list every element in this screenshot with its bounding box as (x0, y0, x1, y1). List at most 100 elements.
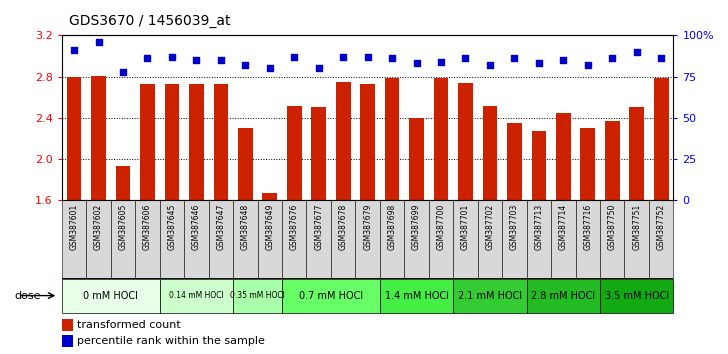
Text: GSM387714: GSM387714 (559, 204, 568, 250)
Text: dose: dose (15, 291, 41, 301)
FancyBboxPatch shape (87, 200, 111, 278)
Bar (189, 84, 204, 200)
FancyBboxPatch shape (380, 200, 404, 278)
Text: 3.5 mM HOCl: 3.5 mM HOCl (605, 291, 669, 301)
FancyBboxPatch shape (380, 279, 454, 313)
FancyBboxPatch shape (184, 200, 209, 278)
Text: 2.1 mM HOCl: 2.1 mM HOCl (458, 291, 522, 301)
Bar (62, 335, 73, 347)
Bar (312, 107, 326, 200)
Bar (483, 107, 497, 200)
Bar (263, 193, 277, 200)
Text: GSM387649: GSM387649 (265, 204, 274, 250)
Text: GSM387606: GSM387606 (143, 204, 152, 250)
Bar (141, 84, 155, 200)
Point (313, 65, 325, 71)
Text: 2.8 mM HOCl: 2.8 mM HOCl (531, 291, 596, 301)
Bar (654, 78, 668, 200)
Text: GSM387752: GSM387752 (657, 204, 665, 250)
Point (337, 54, 349, 59)
Point (240, 62, 251, 68)
Text: GSM387679: GSM387679 (363, 204, 372, 250)
Text: 1.4 mM HOCl: 1.4 mM HOCl (384, 291, 448, 301)
FancyBboxPatch shape (454, 279, 526, 313)
Bar (287, 107, 301, 200)
Text: 0.14 mM HOCl: 0.14 mM HOCl (169, 291, 223, 300)
Bar (630, 107, 644, 200)
FancyBboxPatch shape (551, 200, 576, 278)
Text: GSM387700: GSM387700 (437, 204, 446, 250)
Bar (62, 319, 73, 331)
Bar (434, 78, 448, 200)
FancyBboxPatch shape (159, 279, 233, 313)
Point (215, 57, 226, 63)
Text: GSM387601: GSM387601 (70, 204, 79, 250)
Text: 0 mM HOCl: 0 mM HOCl (84, 291, 138, 301)
Point (484, 62, 496, 68)
Text: GSM387647: GSM387647 (216, 204, 226, 250)
FancyBboxPatch shape (649, 200, 673, 278)
Point (533, 61, 545, 66)
Text: transformed count: transformed count (77, 320, 181, 330)
Point (631, 49, 643, 55)
Bar (458, 83, 472, 200)
Text: GSM387750: GSM387750 (608, 204, 617, 250)
Bar (385, 78, 400, 200)
Text: GSM387678: GSM387678 (339, 204, 348, 250)
FancyBboxPatch shape (159, 200, 184, 278)
Point (166, 54, 178, 59)
FancyBboxPatch shape (600, 200, 625, 278)
Point (582, 62, 593, 68)
Bar (116, 166, 130, 200)
Text: GSM387605: GSM387605 (119, 204, 127, 250)
Text: GSM387701: GSM387701 (461, 204, 470, 250)
Point (288, 54, 300, 59)
Point (92, 39, 104, 45)
Point (117, 69, 129, 74)
Point (264, 65, 276, 71)
Point (435, 59, 447, 64)
FancyBboxPatch shape (576, 200, 600, 278)
Point (509, 56, 521, 61)
Text: 0.35 mM HOCl: 0.35 mM HOCl (230, 291, 285, 300)
Bar (409, 118, 424, 200)
Bar (336, 82, 350, 200)
Text: GSM387703: GSM387703 (510, 204, 519, 250)
Text: GSM387602: GSM387602 (94, 204, 103, 250)
FancyBboxPatch shape (600, 279, 673, 313)
FancyBboxPatch shape (478, 200, 502, 278)
Bar (531, 131, 546, 200)
Point (362, 54, 373, 59)
Text: GDS3670 / 1456039_at: GDS3670 / 1456039_at (69, 14, 231, 28)
Bar (213, 84, 228, 200)
Text: GSM387751: GSM387751 (632, 204, 641, 250)
FancyBboxPatch shape (62, 200, 87, 278)
Text: GSM387698: GSM387698 (387, 204, 397, 250)
Point (387, 56, 398, 61)
FancyBboxPatch shape (209, 200, 233, 278)
Point (459, 56, 471, 61)
Text: GSM387716: GSM387716 (583, 204, 593, 250)
Point (655, 56, 667, 61)
Bar (580, 128, 595, 200)
Bar (238, 128, 253, 200)
Text: 0.7 mM HOCl: 0.7 mM HOCl (299, 291, 363, 301)
Text: percentile rank within the sample: percentile rank within the sample (77, 336, 265, 346)
Bar (67, 76, 82, 200)
Point (606, 56, 618, 61)
FancyBboxPatch shape (526, 279, 600, 313)
Point (558, 57, 569, 63)
Bar (556, 113, 571, 200)
FancyBboxPatch shape (502, 200, 526, 278)
Text: GSM387677: GSM387677 (314, 204, 323, 250)
FancyBboxPatch shape (404, 200, 429, 278)
Point (142, 56, 154, 61)
Point (68, 47, 80, 53)
FancyBboxPatch shape (355, 200, 380, 278)
Text: GSM387646: GSM387646 (192, 204, 201, 250)
Text: GSM387713: GSM387713 (534, 204, 543, 250)
FancyBboxPatch shape (233, 200, 258, 278)
FancyBboxPatch shape (429, 200, 454, 278)
Bar (360, 84, 375, 200)
Text: GSM387676: GSM387676 (290, 204, 298, 250)
